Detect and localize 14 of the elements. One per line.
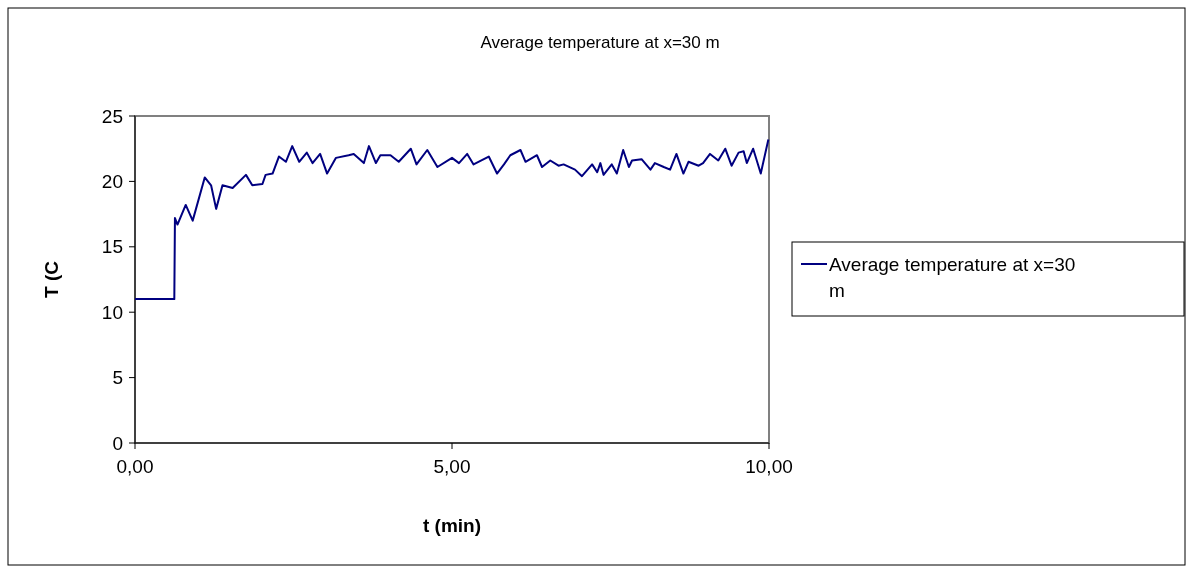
x-tick-label: 0,00 bbox=[116, 456, 154, 477]
chart-title: Average temperature at x=30 m bbox=[480, 33, 720, 52]
x-axis-title: t (min) bbox=[422, 515, 482, 536]
y-tick-label: 15 bbox=[101, 236, 123, 258]
y-tick-label: 0 bbox=[112, 432, 123, 454]
line-series bbox=[134, 138, 770, 301]
y-axis-title: T (C bbox=[41, 260, 62, 298]
y-tick-label: 20 bbox=[101, 171, 123, 193]
y-tick-label: 5 bbox=[112, 367, 123, 389]
x-tick-label: 5,00 bbox=[433, 456, 471, 477]
legend-label: Average temperature at x=30 m bbox=[829, 253, 1076, 302]
y-tick-label: 10 bbox=[101, 301, 123, 323]
x-tick-label: 10,00 bbox=[745, 456, 793, 477]
y-tick-label: 25 bbox=[101, 105, 123, 127]
